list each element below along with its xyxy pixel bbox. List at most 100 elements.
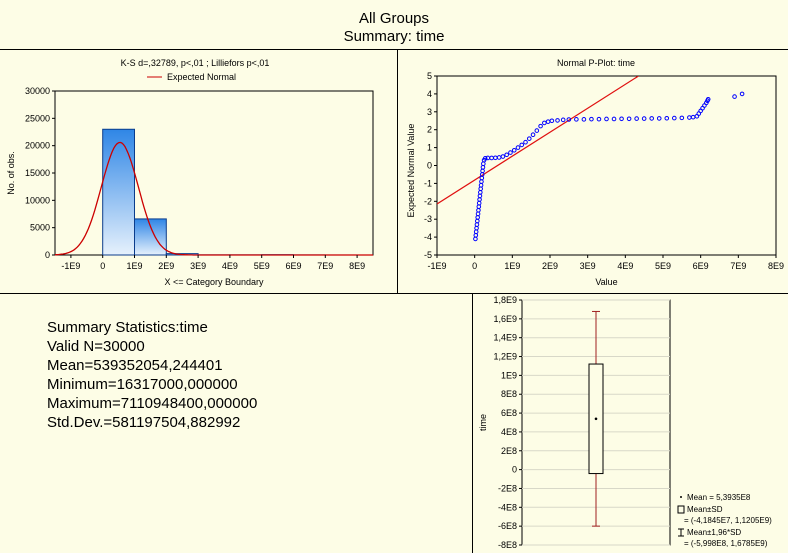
data-point (611, 116, 617, 122)
y-axis-label: Expected Normal Value (406, 124, 416, 218)
y-tick-label: 1E9 (501, 370, 517, 380)
data-point (530, 132, 536, 138)
data-point (679, 115, 685, 121)
data-point (619, 116, 624, 122)
y-tick-label: -4E8 (498, 502, 517, 512)
data-point (672, 115, 677, 121)
y-tick-label: 3 (427, 107, 432, 117)
data-point (566, 117, 572, 122)
data-point (705, 96, 711, 102)
lower-panel-divider (472, 294, 473, 553)
x-axis-label: Value (595, 277, 617, 287)
y-tick-label: 1,4E9 (493, 333, 517, 343)
x-tick-label: 6E9 (693, 261, 709, 271)
data-point (560, 117, 566, 123)
x-tick-label: 5E9 (655, 261, 671, 271)
x-tick-label: 5E9 (254, 261, 270, 271)
data-point (656, 116, 662, 121)
x-tick-label: 7E9 (317, 261, 333, 271)
reference-line (437, 76, 639, 205)
y-tick-label: 1,6E9 (493, 314, 517, 324)
y-tick-label: 2E8 (501, 446, 517, 456)
probability-plot-chart: Normal P-Plot: time -5 -4 -3 -2 -1 0 1 2 3 4 5 -1E9 0… (406, 58, 784, 287)
legend-sd-range: = (-4,1845E7, 1,1205E9) (684, 516, 772, 525)
y-tick-label: -8E8 (498, 540, 517, 550)
y-tick-label: 15000 (25, 168, 50, 178)
legend-box-marker (677, 505, 685, 514)
data-point (534, 128, 540, 133)
x-axis-label: X <= Category Boundary (164, 277, 264, 287)
y-tick-label: 2 (427, 125, 432, 135)
data-point (739, 91, 745, 97)
data-point (500, 154, 506, 159)
legend-mean-marker (680, 496, 682, 498)
x-tick-label: 0 (100, 261, 105, 271)
pplot-title: Normal P-Plot: time (557, 58, 635, 68)
legend-196sd-range: = (-5,998E8, 1,6785E9) (684, 539, 768, 548)
histogram-chart: K-S d=,32789, p<,01 ; Lilliefors p<,01 Ex… (6, 58, 374, 287)
y-tick-label: 1,2E9 (493, 352, 517, 362)
box-plot-chart: -8E8 -6E8 -4E8 -2E8 0 2E8 4E8 6E8 8E8 1E9 1,2E9 1,4… (478, 295, 772, 550)
x-tick-label: -1E9 (427, 261, 446, 271)
data-point (508, 150, 513, 155)
data-point (649, 116, 655, 121)
data-point (538, 123, 543, 129)
summary-statistics: Summary Statistics:time Valid N=30000 Me… (47, 318, 257, 432)
data-point (515, 145, 521, 150)
data-point (519, 142, 525, 148)
x-tick-label: 4E9 (222, 261, 238, 271)
y-axis-label: No. of obs. (6, 151, 16, 195)
x-tick-label: 0 (472, 261, 477, 271)
y-tick-label: 4E8 (501, 427, 517, 437)
top-divider (0, 49, 788, 50)
data-point (589, 116, 594, 122)
y-tick-label: 0 (427, 161, 432, 171)
y-tick-label: 1 (427, 143, 432, 153)
y-tick-label: 30000 (25, 86, 50, 96)
y-tick-label: -4 (424, 232, 432, 242)
x-tick-label: 7E9 (730, 261, 746, 271)
x-tick-label: -1E9 (61, 261, 80, 271)
histogram-title: K-S d=,32789, p<,01 ; Lilliefors p<,01 (121, 58, 270, 68)
summary-maximum: Maximum=7110948400,000000 (47, 395, 258, 412)
x-tick-label: 1E9 (504, 261, 520, 271)
expected-normal-curve (54, 141, 373, 256)
data-point (511, 147, 517, 153)
y-tick-label: 4 (427, 89, 432, 99)
x-tick-label: 6E9 (285, 261, 301, 271)
x-tick-label: 2E9 (158, 261, 174, 271)
y-tick-label: 20000 (25, 141, 50, 151)
data-point (641, 116, 647, 121)
upper-panel-divider (397, 49, 398, 293)
data-point (634, 116, 639, 121)
x-tick-label: 8E9 (349, 261, 365, 271)
y-tick-label: 0 (512, 465, 517, 475)
data-point (504, 152, 509, 158)
data-point (581, 117, 587, 122)
histogram-bar (102, 128, 135, 256)
x-tick-label: 2E9 (542, 261, 558, 271)
legend-label: Expected Normal (167, 72, 236, 82)
data-point (604, 116, 609, 122)
data-point (664, 115, 670, 121)
y-tick-label: -2E8 (498, 483, 517, 493)
histogram-bar (134, 218, 167, 256)
data-point (574, 117, 579, 122)
x-tick-label: 3E9 (190, 261, 206, 271)
plot-frame (436, 75, 777, 256)
y-tick-label: -1 (424, 178, 432, 188)
summary-minimum: Minimum=16317000,000000 (47, 376, 238, 393)
y-axis-label: time (478, 414, 488, 431)
legend-196sd: Mean±1,96*SD (687, 528, 741, 537)
y-tick-label: -5 (424, 250, 432, 260)
y-tick-label: 25000 (25, 113, 50, 123)
y-tick-label: -6E8 (498, 521, 517, 531)
y-tick-label: 10000 (25, 195, 50, 205)
y-tick-label: 0 (45, 250, 50, 260)
legend-mean: Mean = 5,3935E8 (687, 493, 751, 502)
summary-valid-n: Valid N=30000 (47, 338, 145, 355)
y-tick-label: 1,8E9 (493, 295, 517, 305)
y-tick-label: 5000 (30, 223, 50, 233)
page-subtitle: Summary: time (343, 28, 445, 45)
y-tick-label: 5 (427, 71, 432, 81)
